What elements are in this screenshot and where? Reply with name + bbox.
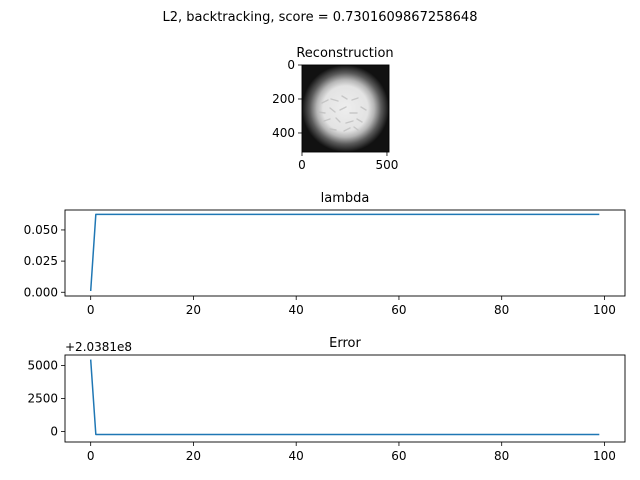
error-y-tick-label: 2500 <box>27 392 58 406</box>
figure-suptitle: L2, backtracking, score = 0.730160986725… <box>163 10 478 25</box>
reconstruction-panel: Reconstruction 0 500 0 200 400 <box>272 46 398 172</box>
error-y-tick-label: 0 <box>50 424 58 438</box>
lambda-x-tick-label: 20 <box>186 303 201 317</box>
lambda-series-line <box>89 213 600 292</box>
error-series-line <box>89 359 600 436</box>
error-x-tick-label: 40 <box>289 449 304 463</box>
lambda-frame <box>64 209 626 297</box>
error-x-tick-label: 0 <box>87 449 95 463</box>
error-x-tick-label: 80 <box>494 449 509 463</box>
error-x-tick-label: 100 <box>593 449 616 463</box>
error-ticks: 0 20 40 60 80 100 0 2500 5000 <box>27 359 615 463</box>
lambda-x-tick-label: 60 <box>391 303 406 317</box>
reconstruction-frame <box>301 64 390 153</box>
lambda-panel: lambda 0 20 40 60 80 100 0.000 0.025 0.050 <box>24 191 626 317</box>
recon-y-tick-label: 200 <box>272 92 295 106</box>
error-x-tick-label: 20 <box>186 449 201 463</box>
lambda-title: lambda <box>321 191 370 206</box>
lambda-x-tick-label: 80 <box>494 303 509 317</box>
error-panel: Error +2.0381e8 0 20 40 60 80 100 0 2500 5000 <box>27 336 626 463</box>
recon-y-tick-label: 0 <box>287 58 295 72</box>
reconstruction-title: Reconstruction <box>296 46 393 61</box>
error-series <box>89 359 600 436</box>
lambda-y-tick-label: 0.000 <box>24 285 58 299</box>
lambda-y-tick-label: 0.050 <box>24 223 58 237</box>
lambda-x-tick-label: 40 <box>289 303 304 317</box>
error-frame <box>64 354 626 443</box>
recon-y-tick-label: 400 <box>272 126 295 140</box>
error-x-tick-label: 60 <box>391 449 406 463</box>
reconstruction-ticks: 0 500 0 200 400 <box>272 58 398 172</box>
recon-x-tick-label: 0 <box>298 158 306 172</box>
lambda-x-tick-label: 0 <box>87 303 95 317</box>
error-title: Error <box>329 336 361 351</box>
lambda-ticks: 0 20 40 60 80 100 0.000 0.025 0.050 <box>24 223 616 317</box>
blob-texture <box>317 95 367 132</box>
lambda-x-tick-label: 100 <box>593 303 616 317</box>
reconstruction-image <box>302 65 389 152</box>
lambda-series <box>89 213 600 292</box>
recon-x-tick-label: 500 <box>376 158 399 172</box>
error-offset-label: +2.0381e8 <box>65 340 132 354</box>
error-y-tick-label: 5000 <box>27 359 58 373</box>
lambda-y-tick-label: 0.025 <box>24 254 58 268</box>
